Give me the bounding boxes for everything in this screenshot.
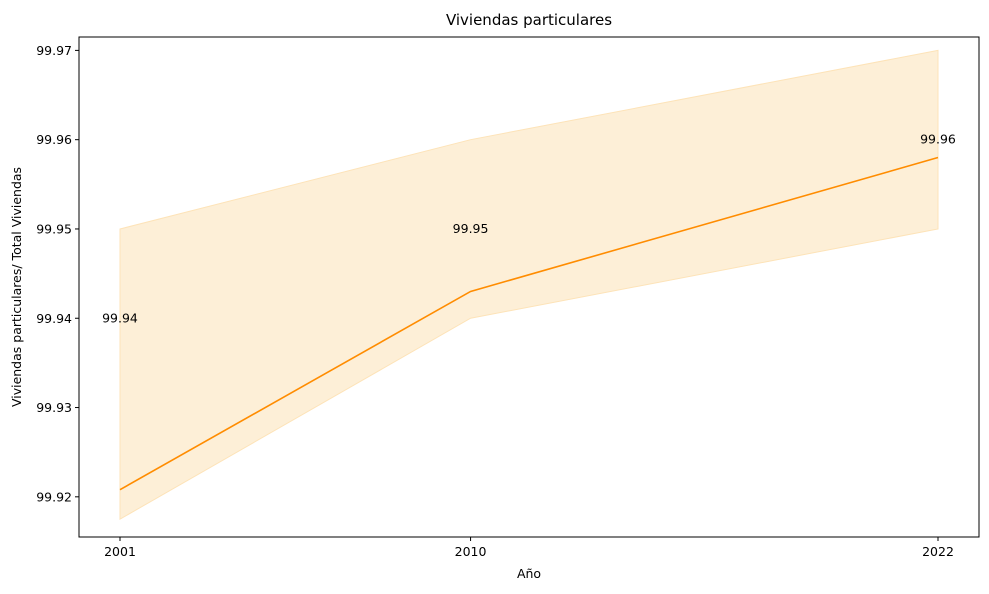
data-label: 99.95 <box>453 221 489 236</box>
y-tick-label: 99.95 <box>36 221 72 236</box>
data-label: 99.96 <box>920 132 956 147</box>
x-tick-label: 2022 <box>922 544 954 559</box>
plot-frame <box>78 36 980 538</box>
x-tick-label: 2001 <box>104 544 136 559</box>
y-axis-label: Viviendas particulares/ Total Viviendas <box>9 167 24 407</box>
y-tick-label: 99.94 <box>36 311 72 326</box>
data-label-layer: 99.94 99.95 99.96 <box>102 132 956 326</box>
data-label: 99.94 <box>102 310 138 325</box>
y-axis-ticks: 99.92 99.93 99.94 99.95 99.96 99.97 <box>36 43 79 504</box>
series-line <box>119 156 939 491</box>
x-axis-ticks: 2001 2010 2022 <box>104 537 954 559</box>
series-line-layer <box>119 156 939 491</box>
confidence-band-layer <box>119 49 939 521</box>
y-tick-label: 99.92 <box>36 489 72 504</box>
y-tick-label: 99.93 <box>36 400 72 415</box>
y-tick-label: 99.96 <box>36 132 72 147</box>
y-tick-label: 99.97 <box>36 43 72 58</box>
x-axis-label: Año <box>517 566 541 581</box>
confidence-band <box>119 49 939 521</box>
x-tick-label: 2010 <box>455 544 487 559</box>
chart-title: Viviendas particulares <box>446 11 612 29</box>
